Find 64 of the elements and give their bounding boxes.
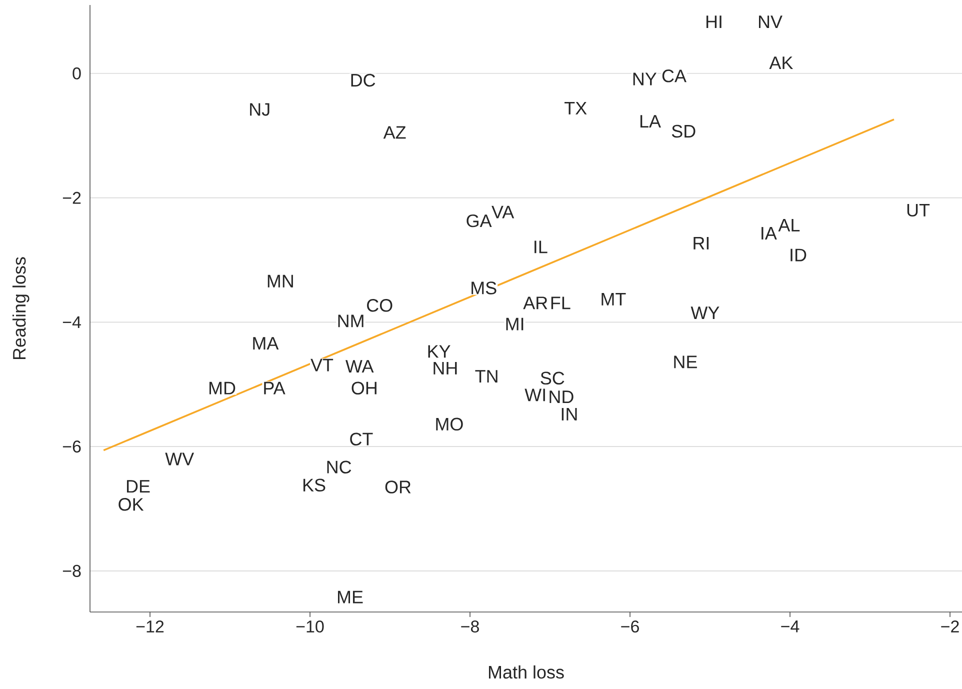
annotation: TX: [564, 102, 587, 114]
y-tick-label: −4: [62, 316, 81, 328]
annotation: OK: [118, 498, 144, 511]
annotation: AL: [778, 218, 800, 232]
annotation: DE: [126, 480, 150, 493]
x-tick-label: −10: [296, 620, 324, 633]
annotation: SD: [672, 124, 696, 138]
annotation: MT: [602, 292, 626, 306]
annotation: NV: [758, 16, 782, 28]
annotation: LA: [640, 115, 661, 128]
annotation: ME: [338, 590, 363, 604]
annotation: AK: [769, 56, 794, 70]
annotation: CA: [662, 70, 686, 82]
annotation: MO: [436, 418, 463, 431]
annotation: CT: [350, 432, 373, 446]
annotation: ND: [550, 390, 574, 404]
annotation: WV: [165, 452, 194, 466]
annotation: IA: [762, 227, 777, 240]
annotation: TN: [475, 370, 498, 382]
x-tick-label: −2: [941, 620, 959, 632]
annotation: NM: [338, 314, 364, 328]
annotation: HI: [706, 16, 722, 28]
annotation: RI: [694, 237, 709, 250]
x-axis-title: Math loss: [488, 665, 564, 679]
annotation: WI: [524, 388, 545, 402]
annotation: MI: [506, 318, 524, 330]
y-tick-label: −6: [62, 440, 81, 453]
annotation: ID: [790, 248, 806, 262]
annotation: NE: [674, 356, 697, 368]
annotation: MN: [268, 274, 293, 288]
annotation: SC: [540, 372, 564, 385]
annotation: AR: [523, 296, 548, 310]
annotation: MS: [472, 282, 496, 294]
annotation: GA: [466, 214, 492, 228]
x-tick-label: −6: [621, 620, 639, 633]
annotation: NH: [434, 362, 457, 374]
x-tick-label: −12: [136, 620, 164, 632]
y-tick-label: −2: [62, 192, 81, 204]
y-axis-title: Reading loss: [12, 257, 30, 360]
annotation: AZ: [383, 126, 406, 139]
annotation: IL: [534, 240, 548, 254]
annotation: KY: [428, 345, 450, 358]
x-tick-label: −4: [781, 620, 800, 632]
annotation: OH: [352, 382, 376, 394]
annotation: IN: [562, 408, 577, 420]
annotation: DC: [351, 74, 376, 87]
annotation: KS: [303, 478, 326, 492]
annotation: MD: [209, 382, 236, 394]
annotation: MA: [253, 337, 279, 350]
y-tick-label: 0: [72, 67, 81, 80]
annotation: PA: [264, 382, 286, 394]
annotation: FL: [551, 296, 570, 310]
annotation: OR: [385, 480, 411, 494]
annotation: WA: [346, 360, 374, 373]
x-tick-label: −8: [461, 620, 479, 633]
annotation: VT: [310, 358, 334, 372]
annotation: NJ: [250, 103, 270, 116]
annotation: UT: [907, 204, 930, 217]
annotation: VA: [492, 206, 514, 218]
annotation: CO: [367, 299, 392, 312]
y-tick-label: −8: [62, 564, 81, 577]
annotation: WY: [690, 306, 720, 320]
annotation: NY: [633, 72, 657, 86]
annotation: NC: [327, 460, 352, 474]
